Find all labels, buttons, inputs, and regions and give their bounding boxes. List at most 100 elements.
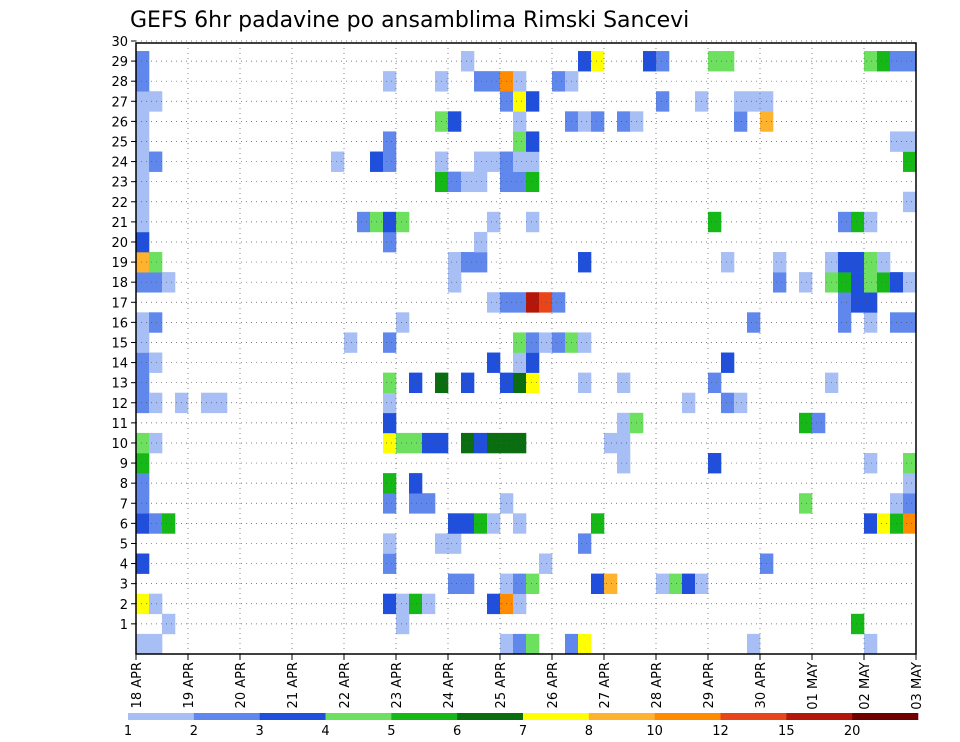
heatmap-cell — [396, 211, 410, 233]
heatmap-cell — [383, 131, 397, 152]
heatmap-cell — [526, 131, 540, 152]
x-tick-label: 20 APR — [234, 662, 249, 708]
heatmap-cell — [591, 513, 605, 534]
heatmap-cell — [513, 91, 527, 112]
chart-title: GEFS 6hr padavine po ansamblima Rimski S… — [130, 8, 689, 33]
heatmap-cell — [149, 593, 163, 615]
heatmap-cell — [721, 51, 735, 72]
heatmap-cell — [487, 211, 501, 233]
heatmap-cell — [903, 513, 917, 534]
heatmap-cell — [591, 111, 605, 132]
heatmap-cell — [136, 432, 150, 454]
heatmap-cell — [513, 513, 527, 534]
heatmap-cell — [513, 573, 527, 595]
heatmap-cell — [513, 71, 527, 92]
heatmap-cell — [383, 392, 397, 414]
colorbar-label: 8 — [585, 724, 593, 739]
y-tick-label: 7 — [120, 497, 128, 512]
heatmap-cell — [838, 292, 852, 313]
heatmap-cell — [409, 493, 423, 514]
y-tick-label: 22 — [111, 196, 128, 211]
heatmap-cell — [539, 292, 553, 313]
colorbar-label: 5 — [387, 724, 395, 739]
heatmap-cell — [799, 272, 813, 293]
heatmap-cell — [149, 312, 163, 333]
heatmap-cell — [214, 392, 228, 414]
heatmap-cell — [877, 272, 891, 293]
y-tick-label: 23 — [111, 176, 128, 191]
heatmap-cell — [513, 372, 527, 394]
heatmap-cell — [461, 513, 475, 534]
y-tick-label: 25 — [111, 135, 128, 150]
colorbar-swatch — [391, 713, 458, 720]
heatmap-cell — [903, 131, 917, 152]
y-tick-label: 6 — [120, 517, 128, 532]
heatmap-cell — [409, 432, 423, 454]
heatmap-cell — [864, 272, 878, 293]
heatmap-cell — [149, 151, 163, 172]
heatmap-cell — [526, 211, 540, 233]
heatmap-cell — [162, 272, 176, 293]
x-tick-label: 24 APR — [442, 662, 457, 708]
heatmap-cell — [383, 493, 397, 514]
colorbar-swatch — [786, 713, 853, 720]
y-tick-label: 14 — [111, 357, 128, 372]
heatmap-cell — [734, 392, 748, 414]
heatmap-cell — [526, 573, 540, 595]
y-tick-label: 24 — [111, 156, 128, 171]
heatmap-cell — [708, 453, 722, 474]
colorbar-swatch — [259, 713, 326, 720]
heatmap-cell — [604, 432, 618, 454]
heatmap-cell — [383, 332, 397, 353]
heatmap-cell — [487, 352, 501, 373]
heatmap-cell — [721, 252, 735, 273]
heatmap-cell — [136, 593, 150, 615]
heatmap-cell — [136, 473, 150, 494]
heatmap-cell — [487, 593, 501, 615]
heatmap-cell — [487, 432, 501, 454]
heatmap-cell — [617, 372, 631, 394]
y-tick-label: 28 — [111, 75, 128, 90]
heatmap-cell — [565, 633, 579, 655]
y-tick-label: 27 — [111, 95, 128, 110]
heatmap-cell — [136, 633, 150, 655]
heatmap-cell — [344, 332, 358, 353]
heatmap-cell — [409, 593, 423, 615]
y-tick-label: 16 — [111, 316, 128, 331]
heatmap-cell — [656, 573, 670, 595]
heatmap-cell — [864, 252, 878, 273]
heatmap-cell — [526, 633, 540, 655]
y-tick-label: 26 — [111, 115, 128, 130]
colorbar-swatch — [128, 713, 195, 720]
colorbar-label: 6 — [453, 724, 461, 739]
y-tick-label: 30 — [111, 35, 128, 50]
heatmap-cell — [903, 272, 917, 293]
heatmap-cell — [851, 272, 865, 293]
y-tick-label: 21 — [111, 216, 128, 231]
heatmap-cell — [474, 171, 488, 193]
heatmap-cell — [487, 513, 501, 534]
x-tick-label: 02 MAY — [858, 662, 873, 710]
heatmap-cell — [617, 453, 631, 474]
heatmap-cell — [383, 553, 397, 574]
heatmap-cell — [604, 573, 618, 595]
heatmap-cell — [383, 412, 397, 434]
heatmap-cell — [721, 392, 735, 414]
colorbar-swatch — [523, 713, 590, 720]
heatmap-cell — [474, 513, 488, 534]
y-tick-label: 17 — [111, 296, 128, 311]
heatmap-cell — [513, 171, 527, 193]
heatmap-cell — [383, 593, 397, 615]
heatmap-cell — [734, 111, 748, 132]
heatmap-cell — [747, 312, 761, 333]
x-tick-label: 30 APR — [754, 662, 769, 708]
y-tick-label: 8 — [120, 477, 128, 492]
heatmap-cell — [162, 613, 176, 635]
y-tick-label: 5 — [120, 537, 128, 552]
heatmap-cell — [136, 352, 150, 373]
colorbar-label: 7 — [519, 724, 527, 739]
heatmap-cell — [396, 432, 410, 454]
heatmap-cell — [136, 111, 150, 132]
heatmap-cell — [474, 151, 488, 172]
heatmap-cell — [422, 593, 436, 615]
